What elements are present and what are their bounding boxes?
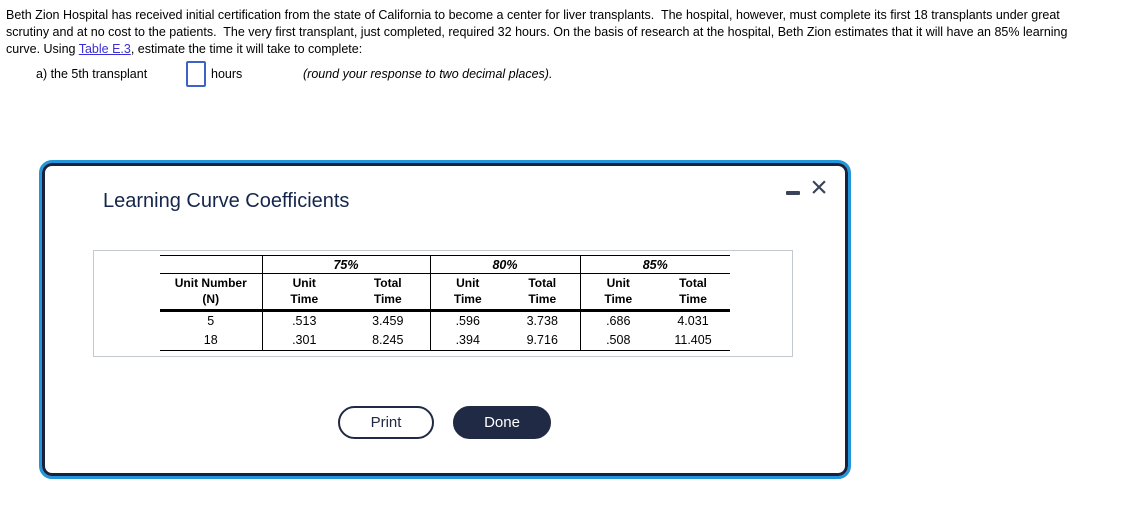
question-line-1: Beth Zion Hospital has received initial … xyxy=(6,8,1060,22)
group-header-75: 75% xyxy=(261,255,430,274)
percent-row-empty-cell xyxy=(160,255,262,274)
question-text: Beth Zion Hospital has received initial … xyxy=(6,7,1067,58)
rounding-instruction: (round your response to two decimal plac… xyxy=(303,67,553,81)
cell-unit-time-80: .596 xyxy=(429,310,505,331)
question-line-3-suffix: , estimate the time it will take to comp… xyxy=(130,42,363,56)
col-header-unit-time-80: Unit Time xyxy=(429,273,505,312)
done-button[interactable]: Done xyxy=(453,406,551,439)
col-header-total-time-80: Total Time xyxy=(505,273,580,312)
close-icon[interactable]: × xyxy=(810,171,828,204)
table-header-row: Unit Number (N) Unit Time Total Time Uni… xyxy=(160,273,730,312)
col-header-unit-time-75: Unit Time xyxy=(261,273,346,312)
cell-n: 5 xyxy=(207,314,215,329)
cell-total-time-85: 4.031 xyxy=(677,314,709,329)
table-percent-row: 75% 80% 85% xyxy=(160,255,730,274)
minimize-button[interactable] xyxy=(779,178,807,206)
print-button[interactable]: Print xyxy=(338,406,434,439)
cell-total-time-75: 8.245 xyxy=(346,330,430,351)
col-header-unit-number: Unit Number (N) xyxy=(160,273,262,312)
coefficients-table-panel: 75% 80% 85% Unit Number (N) Unit Time To… xyxy=(93,250,793,357)
question-line-3: curve. Using Table E.3, estimate the tim… xyxy=(6,41,1067,58)
group-header-80: 80% xyxy=(429,255,580,274)
learning-curve-dialog: Learning Curve Coefficients × 75% 80% 85… xyxy=(39,160,851,479)
question-line-2: scrutiny and at no cost to the patients.… xyxy=(6,25,1068,39)
part-a-label: a) the 5th transplant xyxy=(36,67,148,81)
table-e3-link[interactable]: Table E.3 xyxy=(78,42,131,56)
table-row: 18 .301 8.245 .394 9.716 .508 11.405 xyxy=(160,330,730,351)
dialog-title: Learning Curve Coefficients xyxy=(103,190,350,212)
answer-input[interactable] xyxy=(186,61,206,87)
col-header-total-time-75: Total Time xyxy=(346,273,430,312)
col-header-total-time-85: Total Time xyxy=(656,273,730,312)
col-header-unit-time-85: Unit Time xyxy=(579,273,656,312)
cell-unit-time-75: .513 xyxy=(261,310,346,331)
question-line-3-prefix: curve. Using xyxy=(6,42,79,56)
cell-unit-time-85: .686 xyxy=(579,310,656,331)
learning-curve-coefficients-table: 75% 80% 85% Unit Number (N) Unit Time To… xyxy=(160,255,730,351)
cell-n: 18 xyxy=(160,330,262,351)
cell-unit-time-75: .301 xyxy=(261,330,346,351)
table-row: 5 .513 3.459 .596 3.738 .686 4.031 xyxy=(160,310,730,331)
cell-total-time-80: 3.738 xyxy=(526,314,558,329)
cell-total-time-75: 3.459 xyxy=(372,314,404,329)
cell-unit-time-85: .508 xyxy=(579,330,656,351)
cell-unit-time-80: .394 xyxy=(429,330,505,351)
cell-total-time-80: 9.716 xyxy=(505,330,580,351)
minimize-icon xyxy=(786,191,800,195)
group-header-85: 85% xyxy=(579,255,730,274)
hours-unit-label: hours xyxy=(211,67,243,81)
cell-total-time-85: 11.405 xyxy=(656,330,730,351)
